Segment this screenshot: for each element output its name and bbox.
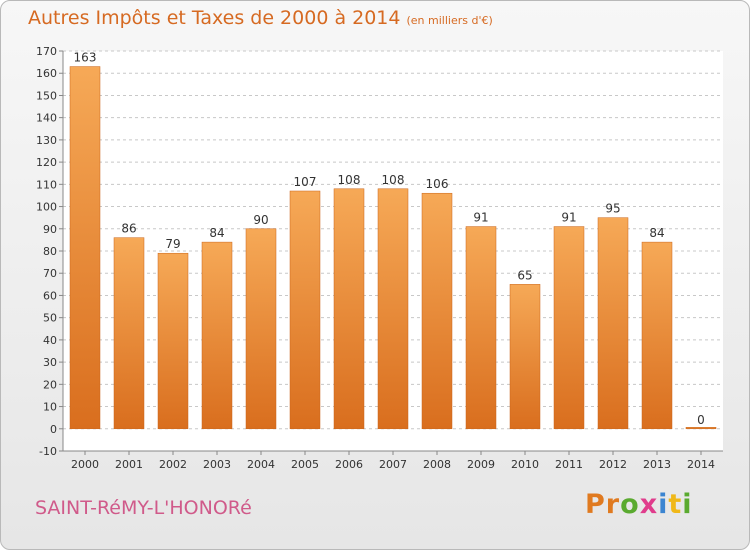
logo-letter: t [668,489,683,520]
x-tick-label: 2005 [291,458,319,471]
data-label: 65 [517,268,532,282]
bar [333,188,365,430]
bar [641,241,673,430]
data-label: 106 [426,177,449,191]
data-label: 86 [121,222,136,236]
x-tick-label: 2012 [599,458,627,471]
x-tick-label: 2008 [423,458,451,471]
logo-letter: P [585,489,606,520]
x-tick-label: 2003 [203,458,231,471]
y-tick-label: 0 [50,423,57,436]
y-tick-label: 160 [36,67,57,80]
data-label: 90 [253,213,268,227]
x-tick-label: 2009 [467,458,495,471]
bar [553,226,585,430]
x-tick-label: 2001 [115,458,143,471]
city-name: SAINT-RéMY-L'HONORé [35,497,252,519]
data-label: 107 [294,175,317,189]
proxiti-logo: Proxiti [585,489,693,520]
y-tick-label: 50 [43,312,57,325]
unit-label: (en milliers d'€) [406,14,493,27]
x-tick-label: 2006 [335,458,363,471]
bar [245,228,277,430]
x-tick-label: 2000 [71,458,99,471]
bar [465,226,497,430]
y-tick-label: 20 [43,378,57,391]
logo-letter: i [682,489,693,520]
bar [377,188,409,430]
logo-letter: x [639,489,659,520]
y-tick-label: 10 [43,401,57,414]
y-tick-label: 80 [43,245,57,258]
bar [289,190,321,430]
x-tick-label: 2002 [159,458,187,471]
y-tick-label: 110 [36,178,57,191]
x-tick-label: 2004 [247,458,275,471]
x-tick-label: 2010 [511,458,539,471]
data-label: 91 [473,211,488,225]
data-label: 91 [561,211,576,225]
bar [113,237,145,430]
y-tick-label: 100 [36,201,57,214]
data-label: 95 [605,202,620,216]
y-tick-label: 70 [43,267,57,280]
data-label: 79 [165,237,180,251]
bar [69,66,101,430]
data-label: 163 [74,51,97,65]
y-tick-label: 60 [43,289,57,302]
data-label: 108 [338,173,361,187]
bar [157,252,189,430]
y-tick-label: 40 [43,334,57,347]
y-tick-label: 30 [43,356,57,369]
x-tick-label: 2007 [379,458,407,471]
logo-letter: r [605,489,621,520]
bar [421,192,453,430]
y-tick-label: 130 [36,134,57,147]
bar [685,427,717,430]
y-tick-label: 150 [36,89,57,102]
bar [597,217,629,430]
bar [509,284,541,430]
data-label: 84 [649,226,664,240]
y-tick-label: 170 [36,45,57,58]
bar [201,241,233,430]
x-tick-label: 2011 [555,458,583,471]
data-label: 84 [209,226,224,240]
x-tick-label: 2013 [643,458,671,471]
logo-letter: i [658,489,669,520]
y-tick-label: 90 [43,223,57,236]
y-tick-label: 120 [36,156,57,169]
title-text: Autres Impôts et Taxes de 2000 à 2014 [28,7,401,29]
y-tick-label: -10 [39,445,57,458]
y-tick-label: 140 [36,112,57,125]
data-label: 0 [697,413,705,427]
x-tick-label: 2014 [687,458,715,471]
chart-title: Autres Impôts et Taxes de 2000 à 2014 (en… [28,7,493,29]
data-label: 108 [382,173,405,187]
logo-letter: o [620,489,640,520]
